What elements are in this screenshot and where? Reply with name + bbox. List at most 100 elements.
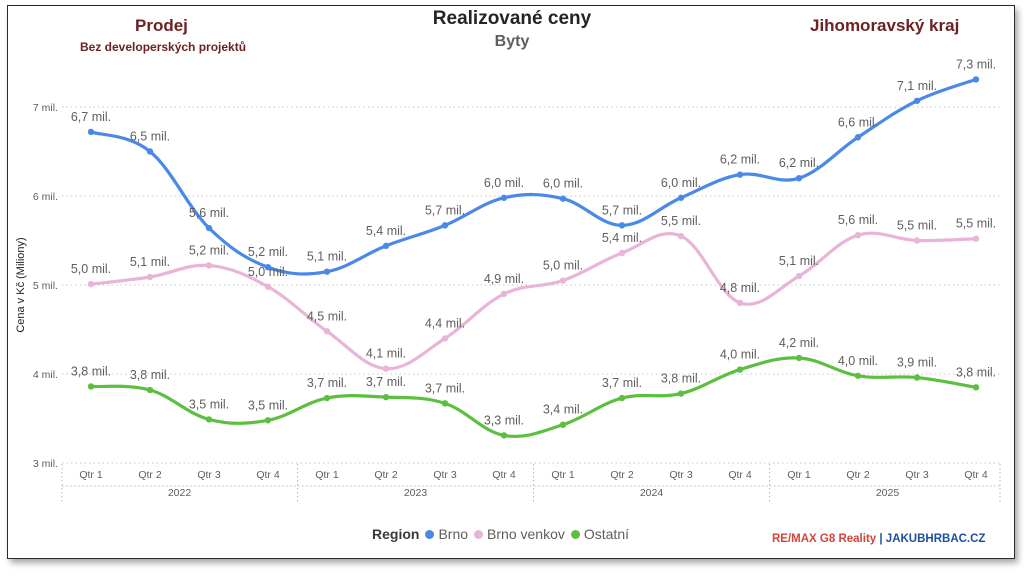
data-point-brno-venkov bbox=[146, 273, 154, 281]
data-label-brno-venkov: 5,4 mil. bbox=[602, 231, 642, 245]
data-label-brno: 5,1 mil. bbox=[307, 250, 347, 264]
data-label-brno-venkov: 5,2 mil. bbox=[189, 243, 229, 257]
data-label-brno: 6,7 mil. bbox=[71, 110, 111, 124]
data-label-ostatn-: 3,7 mil. bbox=[366, 375, 406, 389]
y-axis-title: Cena v Kč (Miliony) bbox=[15, 237, 27, 332]
data-label-brno-venkov: 5,0 mil. bbox=[71, 262, 111, 276]
data-point-ostatn- bbox=[146, 386, 154, 394]
data-point-brno-venkov bbox=[972, 235, 980, 242]
legend-title: Region bbox=[372, 526, 420, 542]
data-label-brno-venkov: 5,0 mil. bbox=[248, 265, 288, 279]
legend-item-ostatni[interactable]: Ostatní bbox=[570, 526, 629, 542]
data-label-brno-venkov: 4,1 mil. bbox=[366, 347, 406, 361]
data-label-brno-venkov: 5,6 mil. bbox=[838, 213, 878, 227]
data-label-ostatn-: 4,0 mil. bbox=[838, 354, 878, 368]
data-label-brno-venkov: 5,1 mil. bbox=[779, 254, 819, 268]
data-label-brno-venkov: 4,8 mil. bbox=[720, 281, 760, 295]
data-label-ostatn-: 3,7 mil. bbox=[425, 381, 465, 395]
data-point-brno-venkov bbox=[618, 249, 626, 257]
legend-item-brno-venkov[interactable]: Brno venkov bbox=[474, 526, 565, 542]
data-label-brno: 6,5 mil. bbox=[130, 130, 170, 144]
data-label-brno: 5,2 mil. bbox=[248, 245, 288, 259]
data-label-ostatn-: 3,8 mil. bbox=[661, 372, 701, 386]
x-tick-label: Qtr 2 bbox=[374, 469, 397, 481]
series-layer bbox=[87, 76, 980, 439]
data-point-ostatn- bbox=[382, 393, 390, 401]
x-tick-label: Qtr 1 bbox=[79, 469, 102, 481]
data-point-ostatn- bbox=[87, 383, 95, 390]
chart-frame bbox=[7, 5, 1015, 559]
legend-label-ostatni: Ostatní bbox=[583, 526, 629, 542]
data-point-brno-venkov bbox=[736, 299, 744, 306]
legend-label-brno: Brno bbox=[438, 526, 469, 542]
data-point-brno bbox=[441, 222, 449, 229]
data-label-brno-venkov: 4,4 mil. bbox=[425, 316, 465, 330]
x-year-label: 2025 bbox=[876, 487, 900, 499]
data-point-brno bbox=[677, 194, 685, 201]
data-label-brno-venkov: 5,5 mil. bbox=[897, 219, 937, 233]
data-label-brno: 7,1 mil. bbox=[897, 79, 937, 93]
chart-title: Realizované ceny bbox=[432, 8, 592, 29]
branding-separator: | bbox=[879, 533, 883, 545]
x-tick-label: Qtr 1 bbox=[787, 469, 810, 481]
x-tick-label: Qtr 3 bbox=[197, 469, 220, 481]
data-point-brno-venkov bbox=[500, 290, 508, 298]
legend-marker-brno-venkov bbox=[474, 529, 484, 539]
data-point-ostatn- bbox=[677, 390, 685, 397]
y-tick-label: 3 mil. bbox=[33, 458, 58, 470]
legend-item-brno[interactable]: Brno bbox=[425, 526, 468, 542]
data-label-ostatn-: 3,8 mil. bbox=[130, 368, 170, 382]
data-label-brno: 6,6 mil. bbox=[838, 115, 878, 129]
series-line-brno-venkov bbox=[89, 231, 978, 371]
branding-company: RE/MAX G8 Reality bbox=[772, 533, 877, 545]
data-point-brno bbox=[146, 148, 154, 155]
sale-type-label: Prodej bbox=[135, 16, 188, 35]
data-point-brno-venkov bbox=[441, 335, 449, 342]
y-tick-label: 4 mil. bbox=[33, 369, 58, 381]
data-label-brno: 5,6 mil. bbox=[189, 206, 229, 220]
data-label-brno: 5,7 mil. bbox=[602, 203, 642, 217]
data-point-ostatn- bbox=[736, 366, 744, 373]
data-label-layer: 6,7 mil. 6,5 mil. 5,6 mil. 5,2 mil. 5,1 mil.… bbox=[71, 57, 996, 427]
data-label-ostatn-: 3,5 mil. bbox=[248, 398, 288, 412]
data-label-brno: 5,7 mil. bbox=[425, 203, 465, 217]
x-tick-label: Qtr 2 bbox=[846, 469, 869, 481]
data-point-ostatn- bbox=[795, 354, 803, 362]
data-label-brno: 6,0 mil. bbox=[661, 176, 701, 190]
data-label-ostatn-: 3,3 mil. bbox=[484, 413, 524, 427]
data-label-ostatn-: 3,8 mil. bbox=[71, 364, 111, 378]
data-point-brno bbox=[736, 171, 744, 178]
data-label-brno: 6,2 mil. bbox=[779, 156, 819, 170]
chart-subtitle: Byty bbox=[494, 33, 530, 50]
x-tick-label: Qtr 4 bbox=[728, 469, 751, 481]
data-point-brno bbox=[87, 128, 95, 136]
series-line-brno bbox=[89, 77, 978, 276]
axis-layer: 3 mil. 4 mil. 5 mil. 6 mil. 7 mil. Cena v Kč … bbox=[15, 102, 1001, 503]
data-point-brno-venkov bbox=[382, 365, 390, 372]
data-point-brno bbox=[854, 134, 862, 141]
data-point-brno-venkov bbox=[87, 280, 95, 288]
data-point-brno-venkov bbox=[677, 232, 685, 240]
x-year-label: 2023 bbox=[404, 487, 428, 499]
data-label-brno: 7,3 mil. bbox=[956, 57, 996, 71]
legend-marker-ostatni bbox=[570, 529, 580, 539]
data-label-brno: 5,4 mil. bbox=[366, 224, 406, 238]
branding-site[interactable]: JAKUBHRBAC.CZ bbox=[885, 533, 986, 545]
data-point-ostatn- bbox=[323, 394, 331, 402]
data-label-ostatn-: 3,8 mil. bbox=[956, 365, 996, 379]
data-label-brno-venkov: 5,5 mil. bbox=[661, 214, 701, 228]
branding: RE/MAX G8 Reality | JAKUBHRBAC.CZ bbox=[772, 533, 985, 545]
legend-marker-brno bbox=[425, 529, 435, 539]
data-point-ostatn- bbox=[559, 421, 567, 428]
data-label-brno-venkov: 5,5 mil. bbox=[956, 217, 996, 231]
data-point-brno-venkov bbox=[913, 237, 921, 244]
data-label-ostatn-: 4,2 mil. bbox=[779, 336, 819, 350]
data-point-ostatn- bbox=[264, 417, 272, 424]
legend: Region Brno Brno venkov Ostatní bbox=[372, 526, 635, 542]
data-point-brno bbox=[500, 194, 508, 201]
x-year-label: 2024 bbox=[640, 487, 664, 499]
data-point-brno-venkov bbox=[323, 328, 331, 335]
data-label-ostatn-: 3,7 mil. bbox=[602, 376, 642, 390]
data-point-ostatn- bbox=[854, 372, 862, 379]
x-tick-label: Qtr 2 bbox=[610, 469, 633, 481]
